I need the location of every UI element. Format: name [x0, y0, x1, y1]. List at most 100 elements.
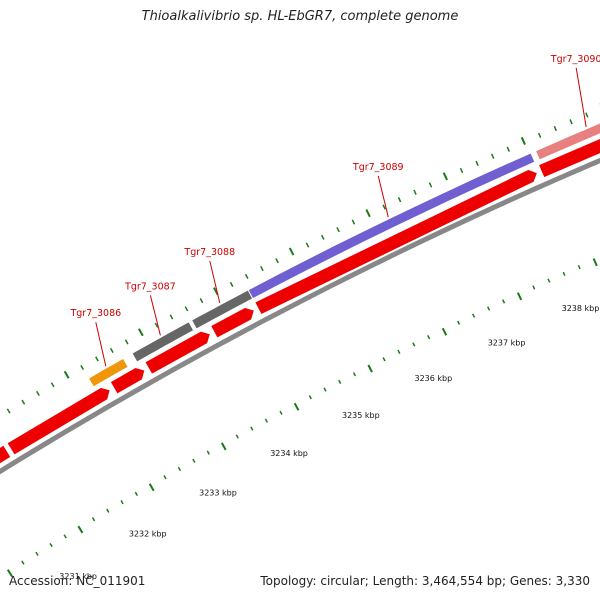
tick-mark: [457, 320, 461, 325]
tick-mark: [138, 328, 144, 337]
tick-mark: [264, 418, 269, 423]
gene-label: Tgr7_3088: [183, 247, 235, 258]
tick-mark: [516, 292, 523, 301]
scale-label: 3234 kbp: [270, 449, 308, 458]
label-leader: [377, 175, 389, 218]
tick-mark: [36, 390, 40, 396]
tick-mark: [585, 112, 589, 118]
tick-mark: [397, 349, 401, 354]
scale-label-layer: 3231 kbp 3232 kbp 3233 kbp 3234 kbp 3235 kbp…: [59, 304, 599, 581]
tick-mark: [77, 525, 84, 534]
tick-mark: [199, 298, 204, 304]
tick-mark: [279, 410, 283, 415]
gene-label: Tgr7_3089: [352, 162, 404, 173]
tick-mark: [537, 132, 542, 138]
scale-label: 3238 kbp: [562, 304, 600, 313]
tick-mark: [206, 450, 210, 455]
tick-mark: [134, 491, 139, 496]
cds-arrow: [254, 168, 539, 316]
tick-mark: [63, 370, 70, 379]
tick-mark: [413, 189, 417, 195]
tick-mark: [562, 271, 566, 276]
tick-mark: [124, 339, 129, 345]
tick-mark: [382, 357, 386, 362]
tick-mark: [441, 327, 448, 336]
tick-mark: [260, 265, 264, 272]
cds-track: [0, 137, 600, 465]
scale-label: 3233 kbp: [199, 489, 237, 498]
tick-mark: [250, 426, 254, 431]
tick-mark: [352, 372, 357, 377]
scale-label: 3235 kbp: [342, 411, 380, 420]
tick-mark: [520, 136, 526, 145]
tick-mark: [338, 379, 342, 385]
tick-mark: [163, 475, 167, 480]
topology-text: Topology: circular; Length: 3,464,554 bp…: [260, 574, 590, 588]
feature-box: [87, 357, 129, 388]
tick-mark: [592, 258, 598, 267]
tick-mark: [502, 299, 506, 304]
tick-mark: [169, 314, 174, 320]
tick-mark: [382, 204, 386, 210]
label-leader: [149, 295, 161, 336]
inner-tick-marks: [6, 258, 598, 578]
tick-mark: [80, 364, 85, 370]
tick-mark: [244, 273, 249, 280]
tick-mark: [397, 197, 402, 203]
tick-mark: [6, 569, 13, 578]
cds-arrow: [109, 366, 146, 395]
tick-mark: [577, 264, 581, 270]
tick-mark: [490, 153, 495, 159]
tick-mark: [95, 356, 99, 362]
tick-mark: [412, 342, 416, 347]
tick-mark: [91, 517, 96, 522]
gene-label-layer: Tgr7_3086 Tgr7_3087 Tgr7_3088 Tgr7_3089 Tgr7…: [69, 54, 600, 367]
feature-box: [534, 122, 600, 161]
tick-mark: [148, 483, 155, 492]
tick-mark: [220, 442, 227, 451]
tick-mark: [323, 387, 327, 392]
scale-label: 3236 kbp: [415, 374, 453, 383]
feature-box: [247, 152, 536, 300]
tick-mark: [305, 242, 310, 248]
tick-mark: [427, 335, 431, 340]
tick-mark: [288, 247, 295, 256]
scale-label: 3231 kbp: [59, 572, 97, 581]
tick-mark: [49, 542, 53, 548]
tick-mark: [229, 281, 234, 288]
tick-mark: [367, 364, 373, 373]
tick-mark: [235, 434, 239, 439]
gene-label: Tgr7_3087: [124, 281, 176, 292]
tick-mark: [177, 466, 182, 472]
tick-mark: [21, 399, 26, 405]
cds-arrow: [209, 306, 256, 339]
cds-arrow: [144, 330, 212, 375]
label-leader: [575, 67, 587, 127]
tick-mark: [532, 285, 536, 290]
tick-mark: [35, 551, 39, 556]
outer-tick-marks: [6, 103, 600, 414]
tick-mark: [547, 278, 551, 283]
accession-text: Accession: NC_011901: [9, 574, 146, 588]
cds-arrow: [0, 444, 12, 465]
tick-mark: [553, 125, 558, 132]
gene-label: Tgr7_3086: [69, 308, 121, 319]
feature-track: [87, 122, 600, 388]
gene-label: Tgr7_3090: [550, 54, 600, 65]
tick-mark: [472, 313, 476, 318]
tick-mark: [50, 382, 55, 388]
cds-arrow: [6, 386, 111, 456]
tick-mark: [569, 119, 573, 125]
label-leader: [95, 322, 107, 367]
scale-label: 3232 kbp: [129, 530, 167, 539]
tick-mark: [351, 219, 356, 225]
tick-mark: [506, 146, 511, 152]
tick-mark: [308, 395, 312, 400]
scale-label: 3237 kbp: [488, 338, 526, 347]
tick-mark: [365, 209, 371, 218]
tick-mark: [109, 347, 114, 353]
tick-mark: [154, 322, 159, 328]
tick-mark: [293, 402, 300, 411]
tick-mark: [6, 408, 11, 414]
